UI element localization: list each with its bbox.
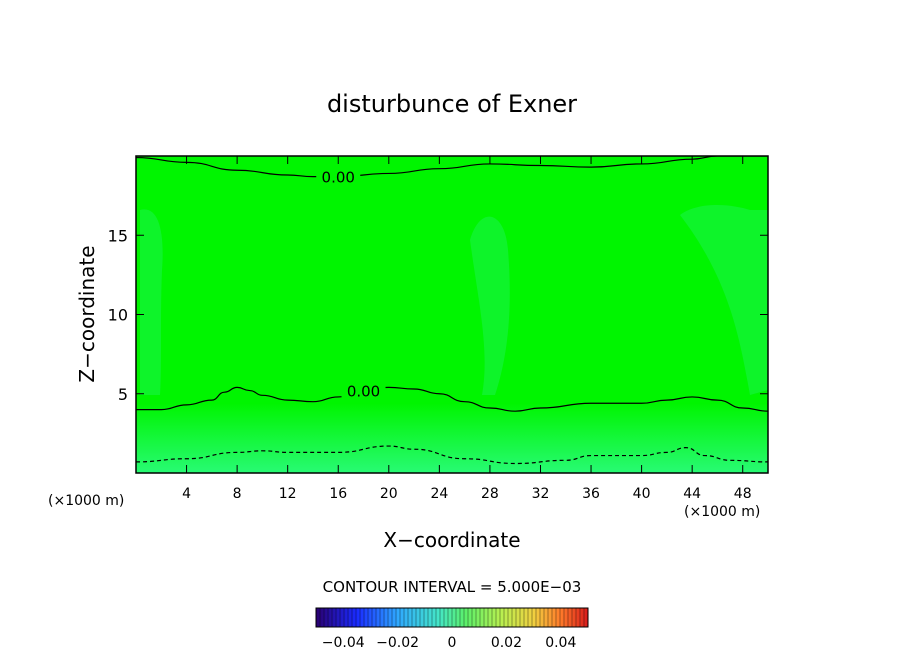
x-tick-label: 8	[233, 486, 242, 502]
x-unit-right: (×1000 m)	[684, 504, 760, 520]
colorbar-stripes	[319, 608, 585, 627]
contour-line-zero	[136, 386, 768, 412]
contour-line-dashed	[136, 445, 768, 465]
contour-label: 0.00	[347, 383, 380, 401]
y-tick-label: 10	[108, 306, 128, 325]
x-axis-label: X−coordinate	[383, 528, 520, 552]
colorbar-frame	[315, 607, 589, 628]
contour-line-zero	[136, 156, 768, 178]
colorbar-tick-label: 0.04	[545, 635, 576, 651]
light-patch-right	[680, 205, 768, 395]
colorbar-tick-label: −0.02	[376, 635, 419, 651]
x-tick-label: 24	[430, 486, 448, 502]
colorbar-tick-label: 0	[448, 635, 457, 651]
x-tick-label: 36	[582, 486, 600, 502]
contour-interval-text: CONTOUR INTERVAL = 5.000E−03	[323, 578, 582, 596]
x-tick-label: 32	[532, 486, 550, 502]
plot-field	[136, 156, 768, 473]
x-tick-label: 48	[734, 486, 752, 502]
chart-title: disturbunce of Exner	[327, 90, 577, 118]
x-tick-label: 12	[279, 486, 297, 502]
y-axis-ticks: 5 10 15	[108, 226, 768, 404]
y-axis-label: Z−coordinate	[75, 245, 99, 382]
light-patch-center	[470, 216, 510, 395]
contour-labels: 0.00 0.00	[316, 166, 386, 401]
colorbar-tick-label: 0.02	[491, 635, 522, 651]
x-unit-left: (×1000 m)	[48, 493, 124, 509]
colorbar	[316, 608, 588, 627]
x-tick-label: 28	[481, 486, 499, 502]
colorbar-tick-label: −0.04	[322, 635, 365, 651]
contour-layer	[136, 156, 768, 465]
contour-label-bg	[316, 166, 361, 185]
y-tick-label: 5	[118, 385, 128, 404]
x-axis-ticks: 4 8 12 16 20 24 28 32 36 40 44 48	[182, 156, 752, 502]
lighter-patches	[140, 205, 768, 395]
x-tick-label: 44	[683, 486, 701, 502]
x-tick-label: 16	[329, 486, 347, 502]
contour-label-bg	[341, 380, 386, 399]
light-patch-left	[140, 209, 163, 395]
contour-label: 0.00	[322, 169, 355, 187]
y-tick-label: 15	[108, 226, 128, 245]
x-tick-label: 20	[380, 486, 398, 502]
x-tick-label: 40	[633, 486, 651, 502]
x-tick-label: 4	[182, 486, 191, 502]
colorbar-ticks: −0.04 −0.02 0 0.02 0.04	[322, 635, 577, 651]
